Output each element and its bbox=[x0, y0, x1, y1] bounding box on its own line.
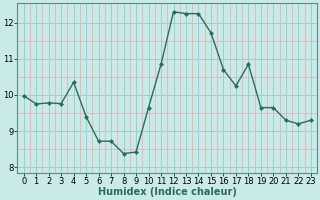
X-axis label: Humidex (Indice chaleur): Humidex (Indice chaleur) bbox=[98, 187, 237, 197]
